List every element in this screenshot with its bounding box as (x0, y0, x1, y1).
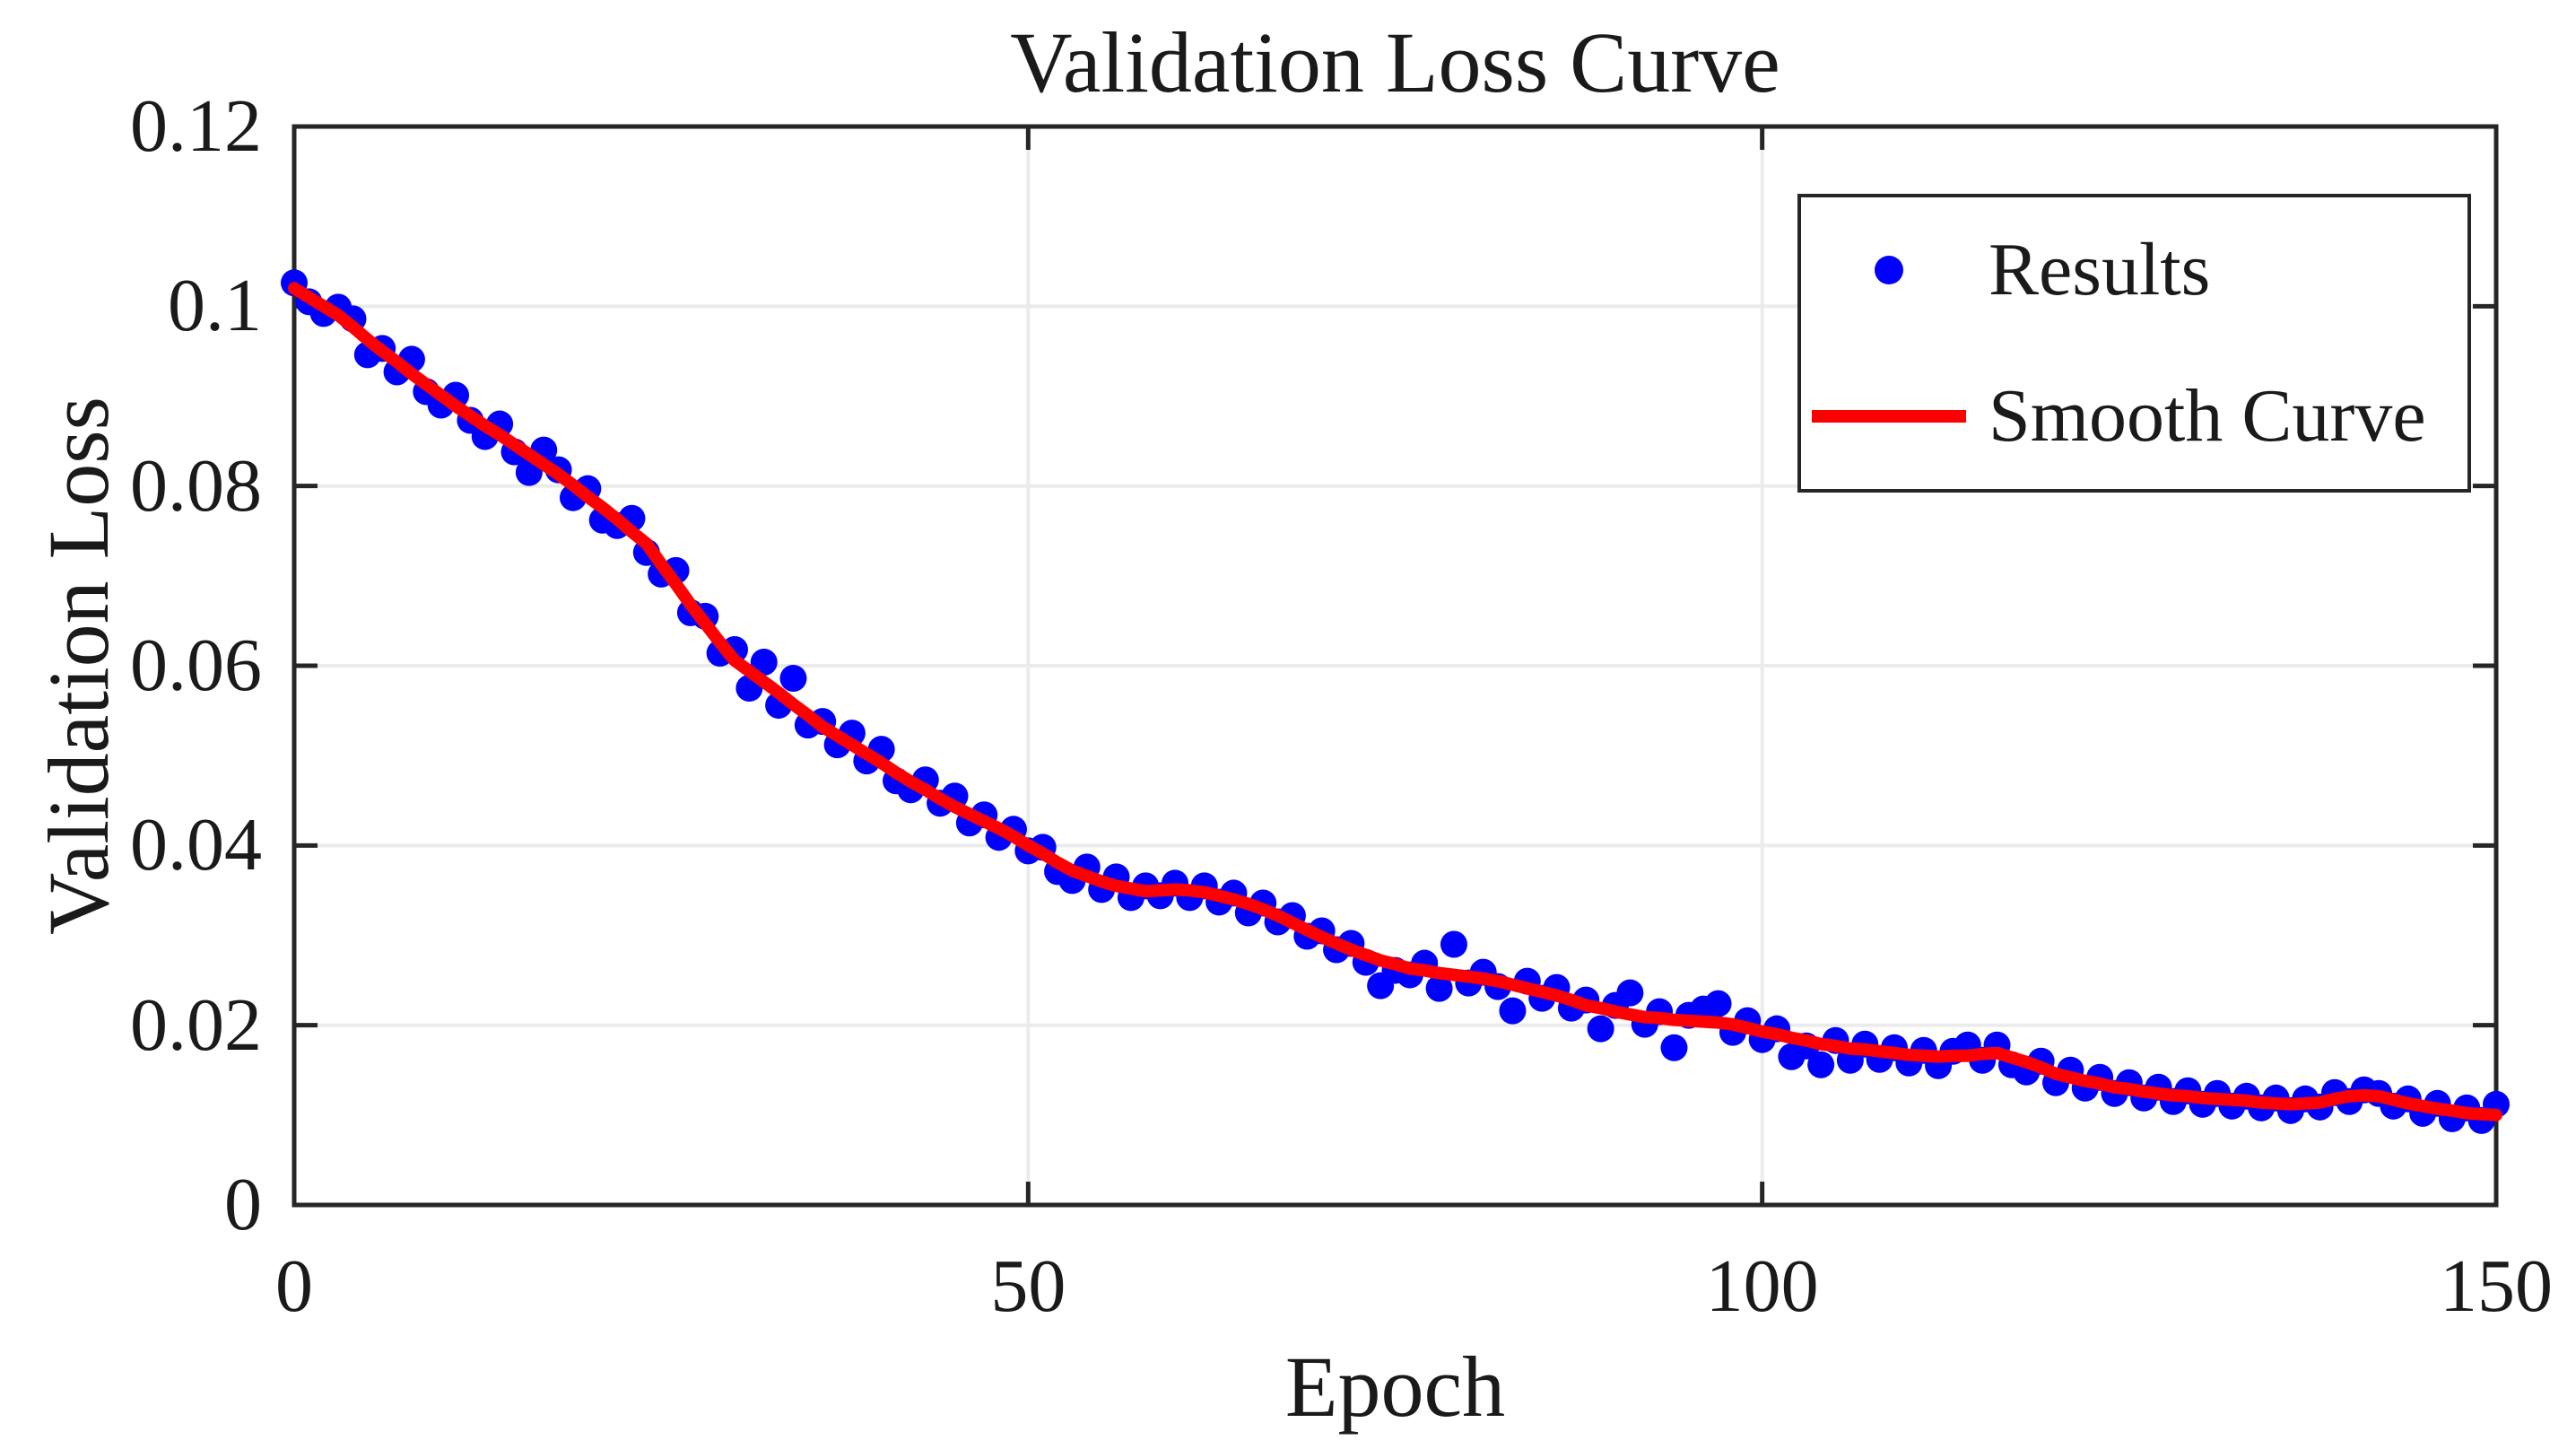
smooth-curve-line-icon (1811, 409, 1966, 423)
y-tick-label: 0 (224, 1163, 262, 1246)
data-point (1587, 1015, 1614, 1043)
data-point (1616, 979, 1644, 1007)
data-point (779, 665, 807, 693)
x-tick-label: 150 (2440, 1244, 2553, 1328)
data-point (1499, 997, 1527, 1025)
plot-border (292, 124, 2499, 1208)
data-point (1440, 930, 1467, 958)
legend-marker-cell (1801, 409, 1976, 423)
y-tick-label: 0.12 (130, 84, 262, 168)
x-tick-label: 50 (990, 1244, 1066, 1328)
y-tick-label: 0.1 (168, 264, 262, 348)
data-point (1425, 974, 1453, 1002)
legend: Results Smooth Curve (1797, 194, 2471, 493)
smooth-curve-line (288, 282, 2502, 1122)
legend-label-results: Results (1989, 228, 2211, 312)
y-tick-label: 0.08 (130, 443, 262, 528)
chart-title: Validation Loss Curve (1010, 14, 1780, 110)
legend-entry-smooth-curve: Smooth Curve (1801, 344, 2467, 490)
data-point (1704, 990, 1732, 1017)
y-tick-label: 0.04 (130, 803, 262, 887)
x-tick-label: 100 (1705, 1244, 1819, 1328)
data-point (1807, 1051, 1835, 1078)
grid-lines (294, 127, 2496, 1205)
y-tick-label: 0.06 (130, 624, 262, 707)
legend-label-smooth-curve: Smooth Curve (1989, 373, 2426, 458)
results-dot-icon (1874, 256, 1903, 285)
x-axis-label: Epoch (1284, 1339, 1506, 1435)
legend-marker-cell (1801, 256, 1976, 285)
legend-entry-results: Results (1801, 197, 2467, 344)
y-axis-label: Validation Loss (30, 397, 126, 935)
data-point (750, 648, 778, 676)
y-tick-label: 0.02 (130, 982, 262, 1067)
data-point (1660, 1034, 1688, 1061)
x-tick-label: 0 (275, 1244, 313, 1328)
